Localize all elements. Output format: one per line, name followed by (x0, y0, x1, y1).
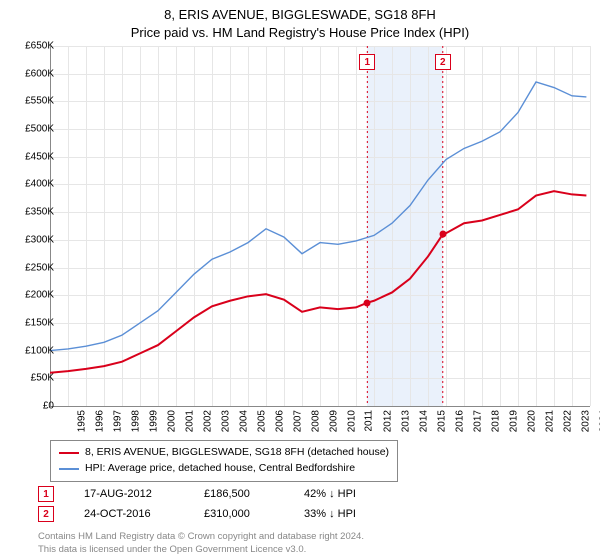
ytick-label: £250K (12, 262, 54, 273)
title-line1: 8, ERIS AVENUE, BIGGLESWADE, SG18 8FH (0, 6, 600, 24)
sale-price-2: £310,000 (204, 508, 274, 520)
ytick-label: £50K (12, 373, 54, 384)
sales-row-1: 1 17-AUG-2012 £186,500 42% ↓ HPI (38, 484, 404, 504)
sale-date-2: 24-OCT-2016 (84, 508, 174, 520)
legend-swatch-hpi (59, 468, 79, 470)
ytick-label: £450K (12, 151, 54, 162)
title-block: 8, ERIS AVENUE, BIGGLESWADE, SG18 8FH Pr… (0, 0, 600, 41)
sale-pct-1: 42% ↓ HPI (304, 488, 404, 500)
xtick-label: 2022 (562, 410, 573, 432)
ytick-label: £550K (12, 96, 54, 107)
xtick-label: 2003 (220, 410, 231, 432)
ytick-label: £100K (12, 345, 54, 356)
xtick-label: 1995 (76, 410, 87, 432)
xtick-label: 2002 (202, 410, 213, 432)
xtick-label: 2021 (544, 410, 555, 432)
xtick-label: 2012 (382, 410, 393, 432)
ytick-label: £200K (12, 290, 54, 301)
sale-marker-1: 1 (38, 486, 54, 502)
xtick-label: 2006 (274, 410, 285, 432)
x-axis-line (50, 406, 590, 407)
xtick-label: 2016 (454, 410, 465, 432)
ytick-label: £650K (12, 41, 54, 52)
xtick-label: 2001 (184, 410, 195, 432)
xtick-label: 2008 (310, 410, 321, 432)
xtick-label: 2011 (364, 410, 375, 432)
sale-marker-2: 2 (38, 506, 54, 522)
ytick-label: £600K (12, 68, 54, 79)
footer-attribution: Contains HM Land Registry data © Crown c… (38, 531, 364, 556)
xtick-label: 2010 (346, 410, 357, 432)
ytick-label: £300K (12, 234, 54, 245)
xtick-label: 1998 (130, 410, 141, 432)
sale-point (364, 299, 371, 306)
xtick-label: 2023 (580, 410, 591, 432)
ytick-label: £150K (12, 317, 54, 328)
legend-item-hpi: HPI: Average price, detached house, Cent… (59, 461, 389, 477)
xtick-label: 2000 (166, 410, 177, 432)
xtick-label: 2014 (418, 410, 429, 432)
legend-item-price: 8, ERIS AVENUE, BIGGLESWADE, SG18 8FH (d… (59, 445, 389, 461)
xtick-label: 2018 (490, 410, 501, 432)
xtick-label: 1999 (148, 410, 159, 432)
chart-plot-area: 12 (50, 46, 590, 406)
xtick-label: 2015 (436, 410, 447, 432)
legend: 8, ERIS AVENUE, BIGGLESWADE, SG18 8FH (d… (50, 440, 398, 482)
ytick-label: £500K (12, 124, 54, 135)
xtick-label: 1997 (112, 410, 123, 432)
plot-marker-box: 2 (435, 54, 451, 70)
ytick-label: £400K (12, 179, 54, 190)
sale-price-1: £186,500 (204, 488, 274, 500)
xtick-label: 2005 (256, 410, 267, 432)
ytick-label: £350K (12, 207, 54, 218)
xtick-label: 2017 (472, 410, 483, 432)
sale-point (439, 231, 446, 238)
legend-label-hpi: HPI: Average price, detached house, Cent… (85, 461, 355, 477)
sale-pct-2: 33% ↓ HPI (304, 508, 404, 520)
xtick-label: 2013 (400, 410, 411, 432)
plot-marker-box: 1 (359, 54, 375, 70)
xtick-label: 2019 (508, 410, 519, 432)
xtick-label: 2020 (526, 410, 537, 432)
sales-row-2: 2 24-OCT-2016 £310,000 33% ↓ HPI (38, 504, 404, 524)
chart-container: 8, ERIS AVENUE, BIGGLESWADE, SG18 8FH Pr… (0, 0, 600, 560)
legend-swatch-price (59, 452, 79, 454)
footer-line1: Contains HM Land Registry data © Crown c… (38, 531, 364, 543)
line-series-svg (50, 46, 590, 406)
ytick-label: £0 (12, 401, 54, 412)
sale-date-1: 17-AUG-2012 (84, 488, 174, 500)
xtick-label: 2004 (238, 410, 249, 432)
footer-line2: This data is licensed under the Open Gov… (38, 544, 364, 556)
xtick-label: 1996 (94, 410, 105, 432)
legend-label-price: 8, ERIS AVENUE, BIGGLESWADE, SG18 8FH (d… (85, 445, 389, 461)
xtick-label: 2009 (328, 410, 339, 432)
xtick-label: 2007 (292, 410, 303, 432)
title-line2: Price paid vs. HM Land Registry's House … (0, 24, 600, 42)
sales-info-table: 1 17-AUG-2012 £186,500 42% ↓ HPI 2 24-OC… (38, 484, 404, 524)
